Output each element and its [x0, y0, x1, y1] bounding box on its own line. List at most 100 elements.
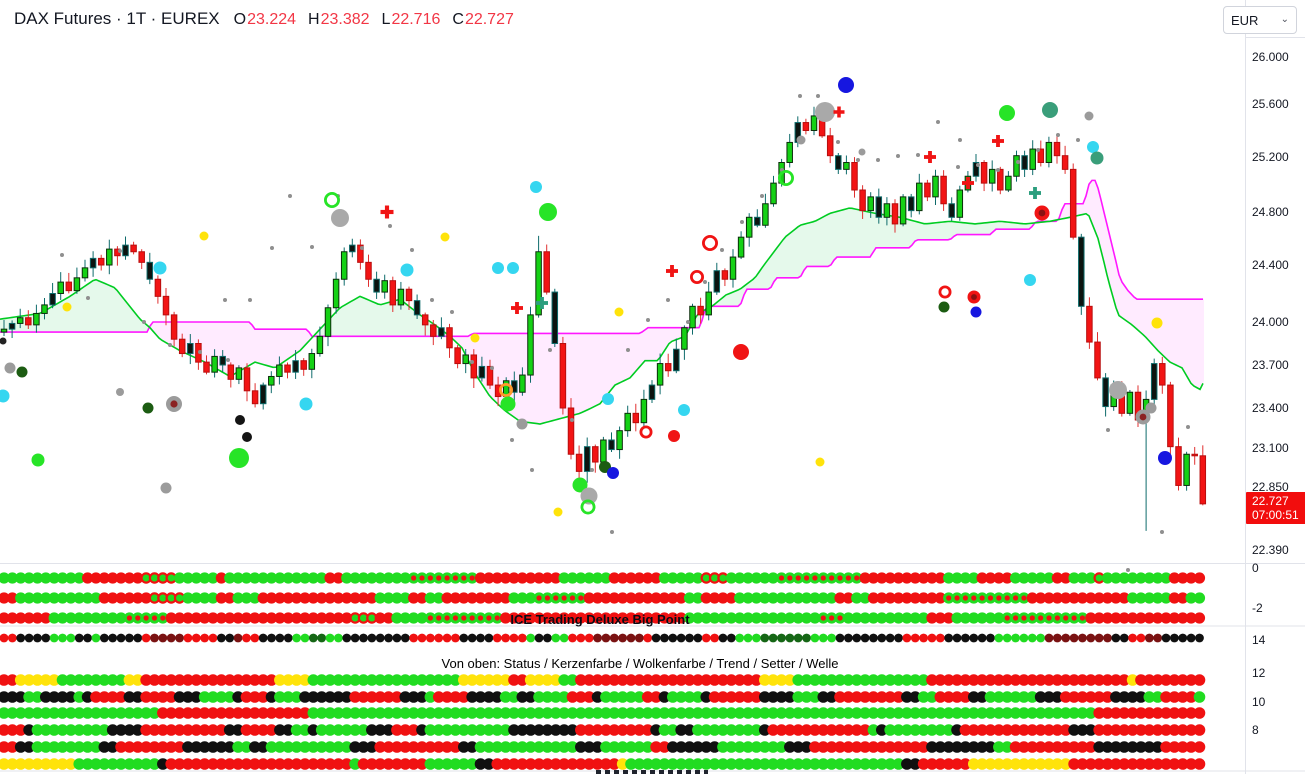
indicator-dot-row	[0, 633, 1204, 643]
signal-dot	[838, 77, 854, 93]
open-value: 23.224	[247, 11, 297, 28]
candle	[843, 155, 850, 175]
candle	[972, 154, 980, 182]
candle	[1013, 150, 1020, 182]
candle	[762, 193, 769, 228]
signal-dot	[299, 397, 313, 411]
candle	[551, 288, 559, 347]
candle	[592, 444, 599, 473]
signal-dot	[858, 148, 866, 156]
price-tick-label: 23.400	[1252, 401, 1289, 415]
candle	[97, 254, 105, 271]
low-label: L	[381, 11, 391, 28]
candle	[997, 166, 1004, 195]
signal-dot	[938, 301, 950, 313]
symbol-title[interactable]: DAX Futures · 1T · EUREX	[14, 9, 220, 28]
candles-layer	[0, 106, 1207, 531]
candle	[543, 244, 550, 295]
candle	[859, 185, 866, 219]
signal-dot	[229, 448, 249, 468]
candle	[41, 297, 48, 320]
candle	[130, 241, 137, 255]
signal-dot	[331, 209, 349, 227]
price-tick-label: 22.850	[1252, 480, 1289, 494]
candle	[867, 192, 874, 218]
signal-dot	[970, 306, 982, 318]
panel-tick-label: 8	[1252, 723, 1259, 737]
candle	[81, 259, 89, 282]
candle	[405, 286, 413, 310]
candle	[697, 297, 704, 324]
currency-selector[interactable]: EUR ⌄	[1223, 6, 1297, 34]
candle	[1094, 332, 1101, 381]
candle	[519, 367, 526, 396]
signal-dot	[530, 181, 542, 193]
price-tick-label: 23.700	[1252, 358, 1289, 372]
candle	[640, 389, 648, 428]
candle	[454, 345, 461, 369]
indicator-legend: Von oben: Status / Kerzenfarbe / Wolkenf…	[441, 656, 839, 671]
candle	[770, 175, 777, 207]
candle	[689, 303, 696, 335]
candle	[1159, 356, 1166, 394]
candle	[681, 325, 688, 360]
candle	[300, 358, 307, 376]
signal-dot	[516, 418, 528, 430]
candle	[203, 355, 210, 375]
candle	[349, 238, 356, 258]
candle	[1086, 297, 1093, 349]
candle	[1021, 150, 1028, 178]
candle	[211, 349, 218, 378]
indicator-panels-layer	[0, 572, 1206, 770]
candle	[786, 133, 793, 168]
candle	[1191, 446, 1198, 465]
candle	[729, 249, 737, 288]
plus-marker	[666, 265, 678, 277]
candle	[567, 398, 575, 460]
candle	[907, 193, 915, 218]
signal-ring	[580, 499, 596, 515]
signal-dot	[400, 263, 414, 277]
candle	[988, 160, 996, 192]
indicator-dot-row	[0, 758, 1206, 770]
candle	[146, 252, 154, 285]
candle	[527, 306, 534, 383]
candle	[826, 127, 834, 164]
candle	[276, 356, 283, 385]
price-tick-label: 23.100	[1252, 441, 1289, 455]
clipped-indicator-title	[596, 770, 708, 774]
candle	[835, 152, 842, 174]
tiny-dots-layer	[60, 94, 1190, 572]
signal-dot	[160, 482, 172, 494]
currency-label: EUR	[1231, 12, 1259, 28]
indicator-dot-row	[0, 691, 1206, 703]
candle	[932, 169, 939, 206]
open-label: O	[233, 11, 247, 28]
signal-ring	[690, 269, 705, 284]
high-value: 23.382	[320, 11, 370, 28]
candle	[1102, 373, 1109, 417]
candle	[956, 185, 964, 221]
signal-dot	[572, 477, 588, 493]
signal-dot	[553, 507, 563, 517]
price-tick-label: 24.800	[1252, 205, 1289, 219]
signal-dot	[500, 396, 516, 412]
candle	[575, 445, 583, 479]
signal-dot	[116, 388, 124, 396]
indicator-dot-row	[0, 741, 1206, 753]
candle	[8, 320, 16, 339]
indicator-dot-row	[0, 592, 1206, 604]
candle	[664, 353, 672, 377]
high-label: H	[308, 11, 320, 28]
indicator-dot-row	[0, 724, 1206, 736]
candle	[851, 157, 858, 198]
current-price-badge: 22.727 07:00:51	[1246, 492, 1305, 524]
candle	[1199, 445, 1207, 506]
low-value: 22.716	[391, 11, 441, 28]
candle	[122, 236, 129, 260]
signal-dot	[1158, 451, 1172, 465]
signal-dot	[153, 261, 167, 275]
candle	[227, 362, 235, 388]
